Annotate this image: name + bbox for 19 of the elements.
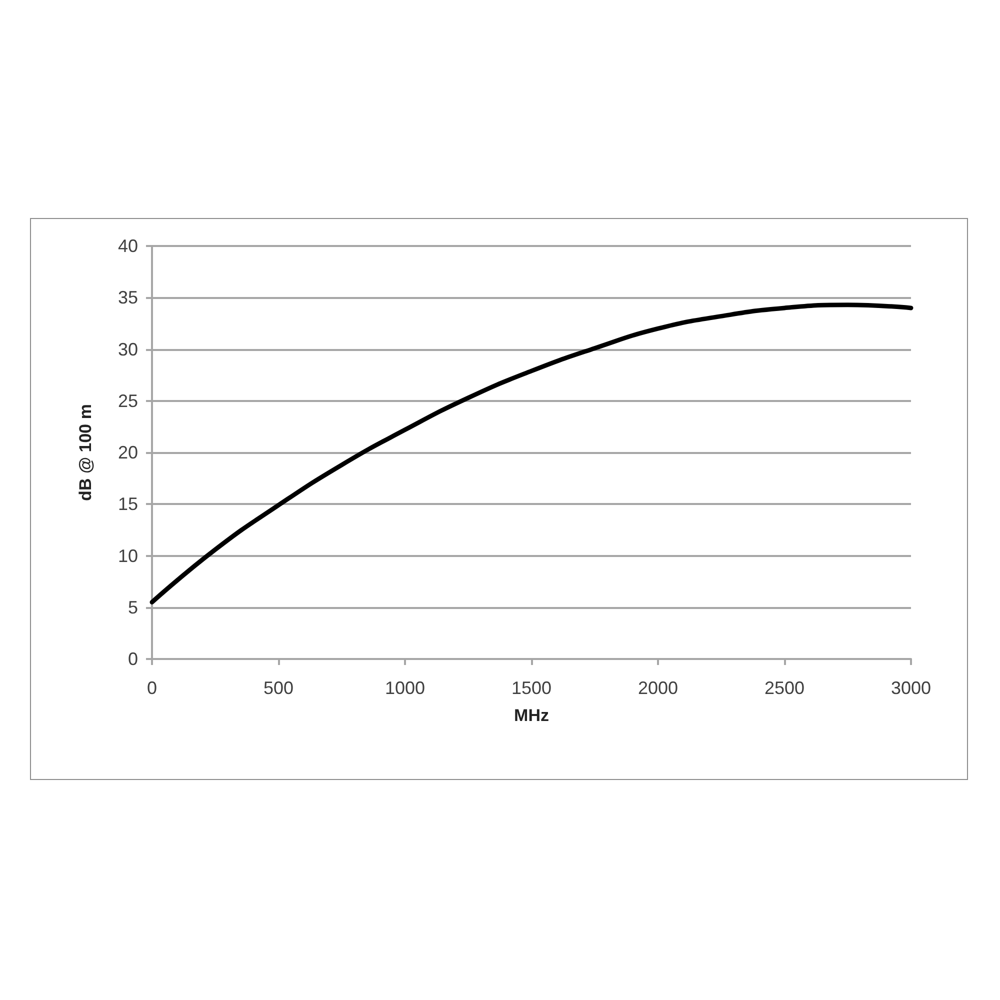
- y-tick-label: 20: [118, 442, 138, 462]
- x-tick-label: 0: [146, 678, 158, 698]
- x-tick-label: 500: [263, 678, 294, 698]
- x-tick-label: 1500: [511, 678, 552, 698]
- x-tick-label: 3000: [890, 678, 932, 698]
- y-tick-label: 30: [118, 339, 138, 360]
- y-tick-label: 0: [128, 649, 138, 669]
- y-axis-title: dB @ 100 m: [76, 404, 95, 501]
- y-tick-label: 10: [118, 546, 138, 566]
- y-tick-label: 5: [128, 597, 138, 618]
- line-series: [150, 302, 914, 604]
- x-tick-label: 1000: [384, 678, 426, 698]
- x-axis-title: MHz: [514, 706, 549, 725]
- x-tick-label: 2000: [638, 678, 678, 698]
- y-tick-label: 35: [118, 288, 138, 308]
- y-tick-label: 15: [118, 494, 138, 514]
- y-tick-label: 40: [118, 236, 138, 256]
- x-tick-label: 2500: [764, 678, 805, 698]
- y-tick-label: 25: [118, 390, 138, 411]
